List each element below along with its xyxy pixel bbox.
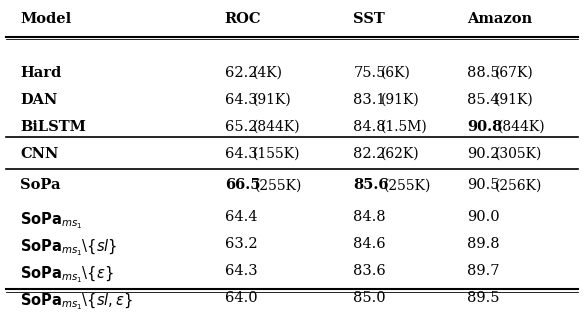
Text: (255K): (255K) bbox=[255, 178, 303, 193]
Text: 89.5: 89.5 bbox=[467, 291, 500, 305]
Text: (256K): (256K) bbox=[495, 178, 543, 193]
Text: 84.6: 84.6 bbox=[353, 237, 386, 251]
Text: 64.3: 64.3 bbox=[225, 264, 258, 278]
Text: (155K): (155K) bbox=[253, 147, 300, 160]
Text: (67K): (67K) bbox=[495, 66, 534, 79]
Text: (1.5M): (1.5M) bbox=[381, 119, 428, 133]
Text: 65.2: 65.2 bbox=[225, 119, 258, 133]
Text: 83.1: 83.1 bbox=[353, 92, 386, 107]
Text: 89.7: 89.7 bbox=[467, 264, 500, 278]
Text: 64.3: 64.3 bbox=[225, 92, 258, 107]
Text: 90.2: 90.2 bbox=[467, 147, 500, 160]
Text: SST: SST bbox=[353, 12, 385, 26]
Text: $\mathbf{SoPa}_{ms_1}{\backslash}\{\epsilon\}$: $\mathbf{SoPa}_{ms_1}{\backslash}\{\epsi… bbox=[20, 264, 114, 285]
Text: 62.2: 62.2 bbox=[225, 66, 258, 79]
Text: DAN: DAN bbox=[20, 92, 58, 107]
Text: BiLSTM: BiLSTM bbox=[20, 119, 86, 133]
Text: 88.5: 88.5 bbox=[467, 66, 500, 79]
Text: 75.5: 75.5 bbox=[353, 66, 385, 79]
Text: (844K): (844K) bbox=[498, 119, 545, 133]
Text: (6K): (6K) bbox=[381, 66, 411, 79]
Text: 85.4: 85.4 bbox=[467, 92, 500, 107]
Text: 64.0: 64.0 bbox=[225, 291, 258, 305]
Text: (91K): (91K) bbox=[495, 92, 534, 107]
Text: (305K): (305K) bbox=[495, 147, 543, 160]
Text: 90.5: 90.5 bbox=[467, 178, 500, 193]
Text: (844K): (844K) bbox=[253, 119, 300, 133]
Text: 84.8: 84.8 bbox=[353, 210, 386, 224]
Text: 85.0: 85.0 bbox=[353, 291, 386, 305]
Text: CNN: CNN bbox=[20, 147, 59, 160]
Text: Model: Model bbox=[20, 12, 72, 26]
Text: ROC: ROC bbox=[225, 12, 262, 26]
Text: 64.3: 64.3 bbox=[225, 147, 258, 160]
Text: 82.2: 82.2 bbox=[353, 147, 386, 160]
Text: 85.6: 85.6 bbox=[353, 178, 389, 193]
Text: SoPa: SoPa bbox=[20, 178, 61, 193]
Text: (62K): (62K) bbox=[381, 147, 420, 160]
Text: $\mathbf{SoPa}_{ms_1}{\backslash}\{sl,\epsilon\}$: $\mathbf{SoPa}_{ms_1}{\backslash}\{sl,\e… bbox=[20, 291, 133, 312]
Text: 64.4: 64.4 bbox=[225, 210, 258, 224]
Text: $\mathbf{SoPa}_{ms_1}{\backslash}\{sl\}$: $\mathbf{SoPa}_{ms_1}{\backslash}\{sl\}$ bbox=[20, 237, 118, 258]
Text: (255K): (255K) bbox=[384, 178, 431, 193]
Text: (4K): (4K) bbox=[253, 66, 283, 79]
Text: (91K): (91K) bbox=[381, 92, 420, 107]
Text: 90.8: 90.8 bbox=[467, 119, 502, 133]
Text: 63.2: 63.2 bbox=[225, 237, 258, 251]
Text: 84.8: 84.8 bbox=[353, 119, 386, 133]
Text: Amazon: Amazon bbox=[467, 12, 533, 26]
Text: $\mathbf{SoPa}_{ms_1}$: $\mathbf{SoPa}_{ms_1}$ bbox=[20, 210, 83, 231]
Text: 89.8: 89.8 bbox=[467, 237, 500, 251]
Text: 90.0: 90.0 bbox=[467, 210, 500, 224]
Text: 66.5: 66.5 bbox=[225, 178, 260, 193]
Text: (91K): (91K) bbox=[253, 92, 291, 107]
Text: 83.6: 83.6 bbox=[353, 264, 386, 278]
Text: Hard: Hard bbox=[20, 66, 62, 79]
